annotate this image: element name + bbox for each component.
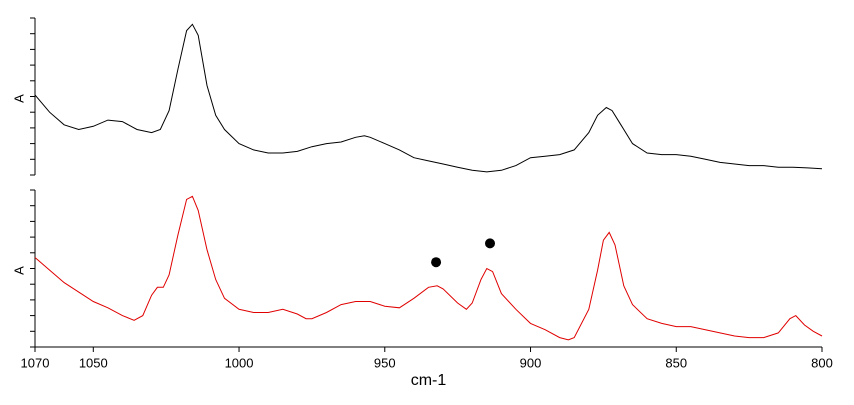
x-tick-label: 900 (520, 355, 542, 370)
x-tick-label: 950 (374, 355, 396, 370)
x-tick-label: 850 (665, 355, 687, 370)
spectrum-line (34, 195, 823, 341)
spectrum-line (34, 23, 823, 173)
x-tick-label: 1050 (79, 355, 108, 370)
peak-marker (485, 238, 496, 249)
peak-marker (431, 257, 442, 268)
x-tick-label: 800 (811, 355, 833, 370)
x-axis-label: cm-1 (411, 372, 447, 389)
x-tick-label: 1070 (21, 355, 50, 370)
y-axis-label: A (11, 266, 26, 275)
y-axis-label: A (11, 94, 26, 103)
x-tick-label: 1000 (225, 355, 254, 370)
